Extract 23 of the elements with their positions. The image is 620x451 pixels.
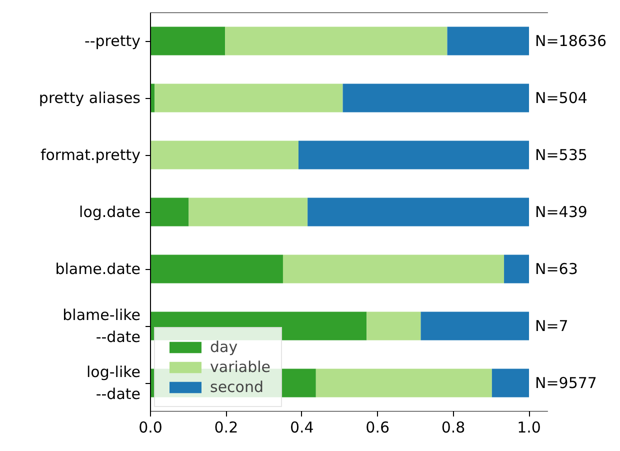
y-tick-label: --pretty — [84, 32, 141, 50]
y-tick-label: blame-like --date — [62, 306, 141, 346]
legend-label: second — [210, 378, 264, 396]
x-tick-label: 1.0 — [517, 418, 541, 436]
annotation: N=535 — [535, 146, 588, 164]
x-tick-label: 0.8 — [441, 418, 466, 436]
annotation: N=18636 — [535, 32, 607, 50]
annotation: N=504 — [535, 89, 588, 107]
y-tick-label: pretty aliases — [38, 89, 141, 107]
annotation: N=9577 — [535, 374, 597, 392]
annotation: N=7 — [535, 317, 568, 335]
annotation: N=439 — [535, 203, 588, 221]
y-tick-label: format.pretty — [40, 146, 141, 164]
y-tick-label: blame.date — [55, 260, 140, 278]
legend-label: variable — [210, 358, 271, 376]
x-tick-label: 0.2 — [214, 418, 238, 436]
x-tick-label: 0.6 — [366, 418, 390, 436]
y-tick-label: log.date — [79, 203, 141, 221]
legend-label: day — [210, 338, 238, 356]
y-tick-label: log-like --date — [86, 363, 141, 403]
x-tick-label: 0.4 — [290, 418, 314, 436]
annotation: N=63 — [535, 260, 578, 278]
x-tick-label: 0.0 — [138, 418, 162, 436]
